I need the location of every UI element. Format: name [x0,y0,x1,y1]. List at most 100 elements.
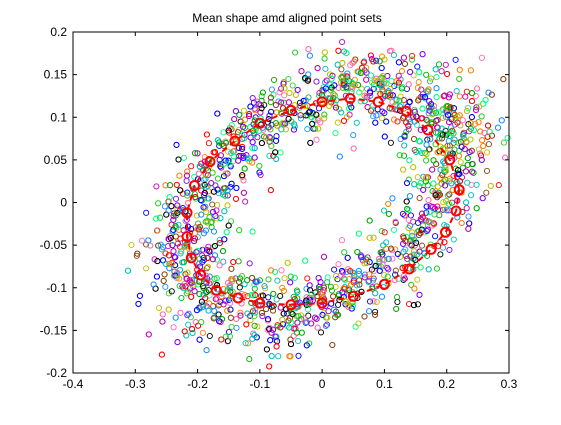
aligned-point [399,210,406,217]
aligned-point [294,295,301,302]
aligned-point [228,323,235,330]
aligned-point [252,292,259,299]
aligned-point [430,157,437,164]
aligned-point [202,218,209,225]
aligned-point [216,262,223,269]
aligned-point [208,223,215,231]
aligned-point [416,183,423,190]
aligned-point [124,267,132,274]
aligned-point [251,145,258,152]
aligned-point [454,167,462,174]
aligned-point [479,195,486,202]
aligned-point [231,116,238,123]
aligned-point [241,281,248,288]
aligned-point [210,315,217,322]
aligned-point [150,281,157,288]
aligned-point [165,207,172,214]
aligned-point [350,132,357,139]
aligned-point [329,341,336,349]
aligned-point [468,90,476,97]
aligned-point [211,242,218,250]
aligned-point [416,138,423,145]
aligned-point [415,97,422,104]
aligned-point [184,312,191,319]
aligned-point [442,61,449,68]
aligned-point [405,206,412,213]
aligned-point [425,86,432,93]
aligned-point [153,273,160,280]
aligned-point [191,235,198,242]
aligned-point [172,223,179,230]
aligned-point [281,85,288,92]
aligned-point [436,135,443,142]
aligned-point [272,268,279,275]
aligned-point [479,137,486,144]
aligned-point [220,160,227,167]
aligned-point [257,109,264,116]
aligned-point [249,139,256,146]
aligned-point [355,270,362,277]
aligned-point [264,316,272,323]
aligned-point [369,285,376,292]
aligned-point [197,197,204,204]
aligned-point [356,89,363,96]
aligned-point [263,134,270,141]
aligned-point [350,145,357,152]
aligned-point [435,61,443,68]
aligned-point [278,267,285,274]
aligned-point [153,215,160,222]
y-tick-label: 0.1 [50,110,67,124]
aligned-point [168,260,176,267]
aligned-point [363,76,370,83]
aligned-point [173,181,180,188]
aligned-point [477,128,484,135]
aligned-point [410,164,417,171]
aligned-point [270,290,277,297]
aligned-point [206,292,213,299]
aligned-point [332,308,340,315]
aligned-point [366,234,373,241]
aligned-point [433,265,440,272]
aligned-point [400,54,407,61]
aligned-point [221,208,228,215]
aligned-point [414,84,421,91]
aligned-point [286,89,293,97]
aligned-point [222,192,229,199]
aligned-point [372,290,379,297]
aligned-point [286,324,293,331]
aligned-point [349,59,356,66]
aligned-point [246,158,253,165]
x-tick-label: 0.2 [438,377,455,391]
aligned-point [228,122,235,129]
aligned-point [457,138,464,145]
aligned-point [276,89,283,96]
aligned-point [413,148,420,155]
aligned-point [263,306,270,313]
aligned-point [434,117,441,124]
aligned-point [426,98,433,105]
aligned-point [422,174,429,181]
aligned-point [300,97,307,104]
aligned-point [415,148,422,155]
aligned-point [473,205,480,212]
aligned-point [177,266,184,273]
aligned-point [363,92,370,99]
aligned-point [176,275,183,282]
aligned-point [407,119,414,126]
aligned-point [213,282,221,289]
aligned-point [438,125,445,132]
aligned-point [392,246,399,253]
aligned-point [239,145,246,152]
aligned-point [325,95,332,102]
mean-shape-point [189,180,200,191]
aligned-point [459,164,466,171]
aligned-point [378,115,385,122]
aligned-point [308,294,315,301]
aligned-point [143,265,150,272]
aligned-point [319,311,326,318]
aligned-point [206,280,213,287]
aligned-point [157,214,164,221]
aligned-point [328,75,335,82]
mean-shape-point [316,96,328,108]
